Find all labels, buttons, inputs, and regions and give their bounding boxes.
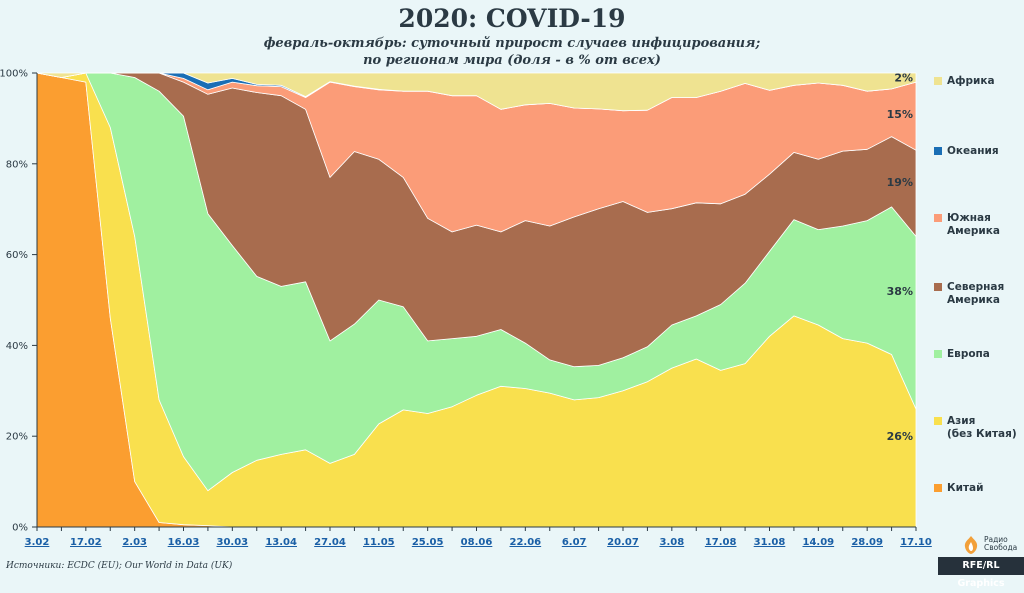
x-tick-label: 08.06 — [461, 537, 493, 548]
y-tick-label: 100% — [0, 69, 28, 80]
data-label: 38% — [887, 285, 913, 298]
logo-text: Радио Свобода — [984, 535, 1018, 552]
legend-swatch — [934, 484, 942, 492]
data-label: 26% — [887, 430, 913, 443]
area-layer — [36, 72, 917, 528]
x-tick-label: 14.09 — [803, 537, 835, 548]
x-tick-label: 28.09 — [851, 537, 883, 548]
chart-title: 2020: COVID-19 — [398, 4, 626, 33]
source-note: Источники: ECDC (EU); Our World in Data … — [6, 561, 233, 571]
x-tick-label: 13.04 — [265, 537, 297, 548]
chart-subtitle-line1: февраль-октябрь: суточный прирост случае… — [263, 36, 761, 51]
x-tick-label: 6.07 — [562, 537, 587, 548]
legend-swatch — [934, 147, 942, 155]
y-tick-label: 80% — [6, 159, 28, 170]
x-tick-label: 16.03 — [168, 537, 200, 548]
legend-swatch — [934, 350, 942, 358]
stacked-area-chart: 0% 20% 40% 60% 80% 100% 3.02 17.02 2.03 16.03 30.… — [0, 69, 932, 549]
data-label: 19% — [887, 176, 913, 189]
legend-swatch — [934, 417, 942, 425]
legend-swatch — [934, 77, 942, 85]
y-tick-label: 60% — [6, 250, 28, 261]
x-tick-label: 17.10 — [900, 537, 932, 548]
legend-label: Азия (без Китая) — [947, 415, 1017, 440]
x-tick-label: 20.07 — [607, 537, 639, 548]
y-tick-label: 20% — [6, 432, 28, 443]
y-tick-label: 40% — [6, 341, 28, 352]
x-tick-label: 30.03 — [217, 537, 249, 548]
x-tick-label: 17.02 — [70, 537, 102, 548]
flame-icon — [964, 536, 978, 554]
x-tick-label: 27.04 — [314, 537, 346, 548]
x-tick-label: 2.03 — [122, 537, 147, 548]
x-tick-label: 31.08 — [754, 537, 786, 548]
x-tick-label: 22.06 — [510, 537, 542, 548]
legend-label: Южная Америка — [947, 212, 1000, 237]
area-series-6 — [36, 72, 917, 112]
legend-swatch — [934, 283, 942, 291]
x-axis: 3.02 17.02 2.03 16.03 30.03 13.04 27.04 11.05 25… — [25, 526, 932, 548]
credit-label: RFE/RL Graphics — [938, 557, 1024, 589]
annotation-layer: 2% 15% 19% 38% 26% — [887, 72, 913, 444]
legend-label: Океания — [947, 145, 999, 157]
radio-svoboda-logo: Радио Свобода — [960, 534, 1020, 556]
legend-label: Африка — [947, 75, 995, 87]
data-label: 15% — [887, 108, 913, 121]
legend-swatch — [934, 214, 942, 222]
x-tick-label: 11.05 — [363, 537, 395, 548]
y-tick-label: 0% — [12, 523, 28, 534]
y-axis: 0% 20% 40% 60% 80% 100% — [0, 69, 38, 534]
x-tick-label: 3.08 — [659, 537, 684, 548]
chart-subtitle-line2: по регионам мира (доля - в % от всех) — [363, 53, 661, 68]
x-tick-label: 25.05 — [412, 537, 444, 548]
x-tick-label: 3.02 — [25, 537, 50, 548]
legend-label: Китай — [947, 482, 984, 494]
legend-label: Северная Америка — [947, 281, 1005, 306]
legend-label: Европа — [947, 348, 990, 360]
x-tick-label: 17.08 — [705, 537, 737, 548]
data-label: 2% — [894, 72, 913, 85]
